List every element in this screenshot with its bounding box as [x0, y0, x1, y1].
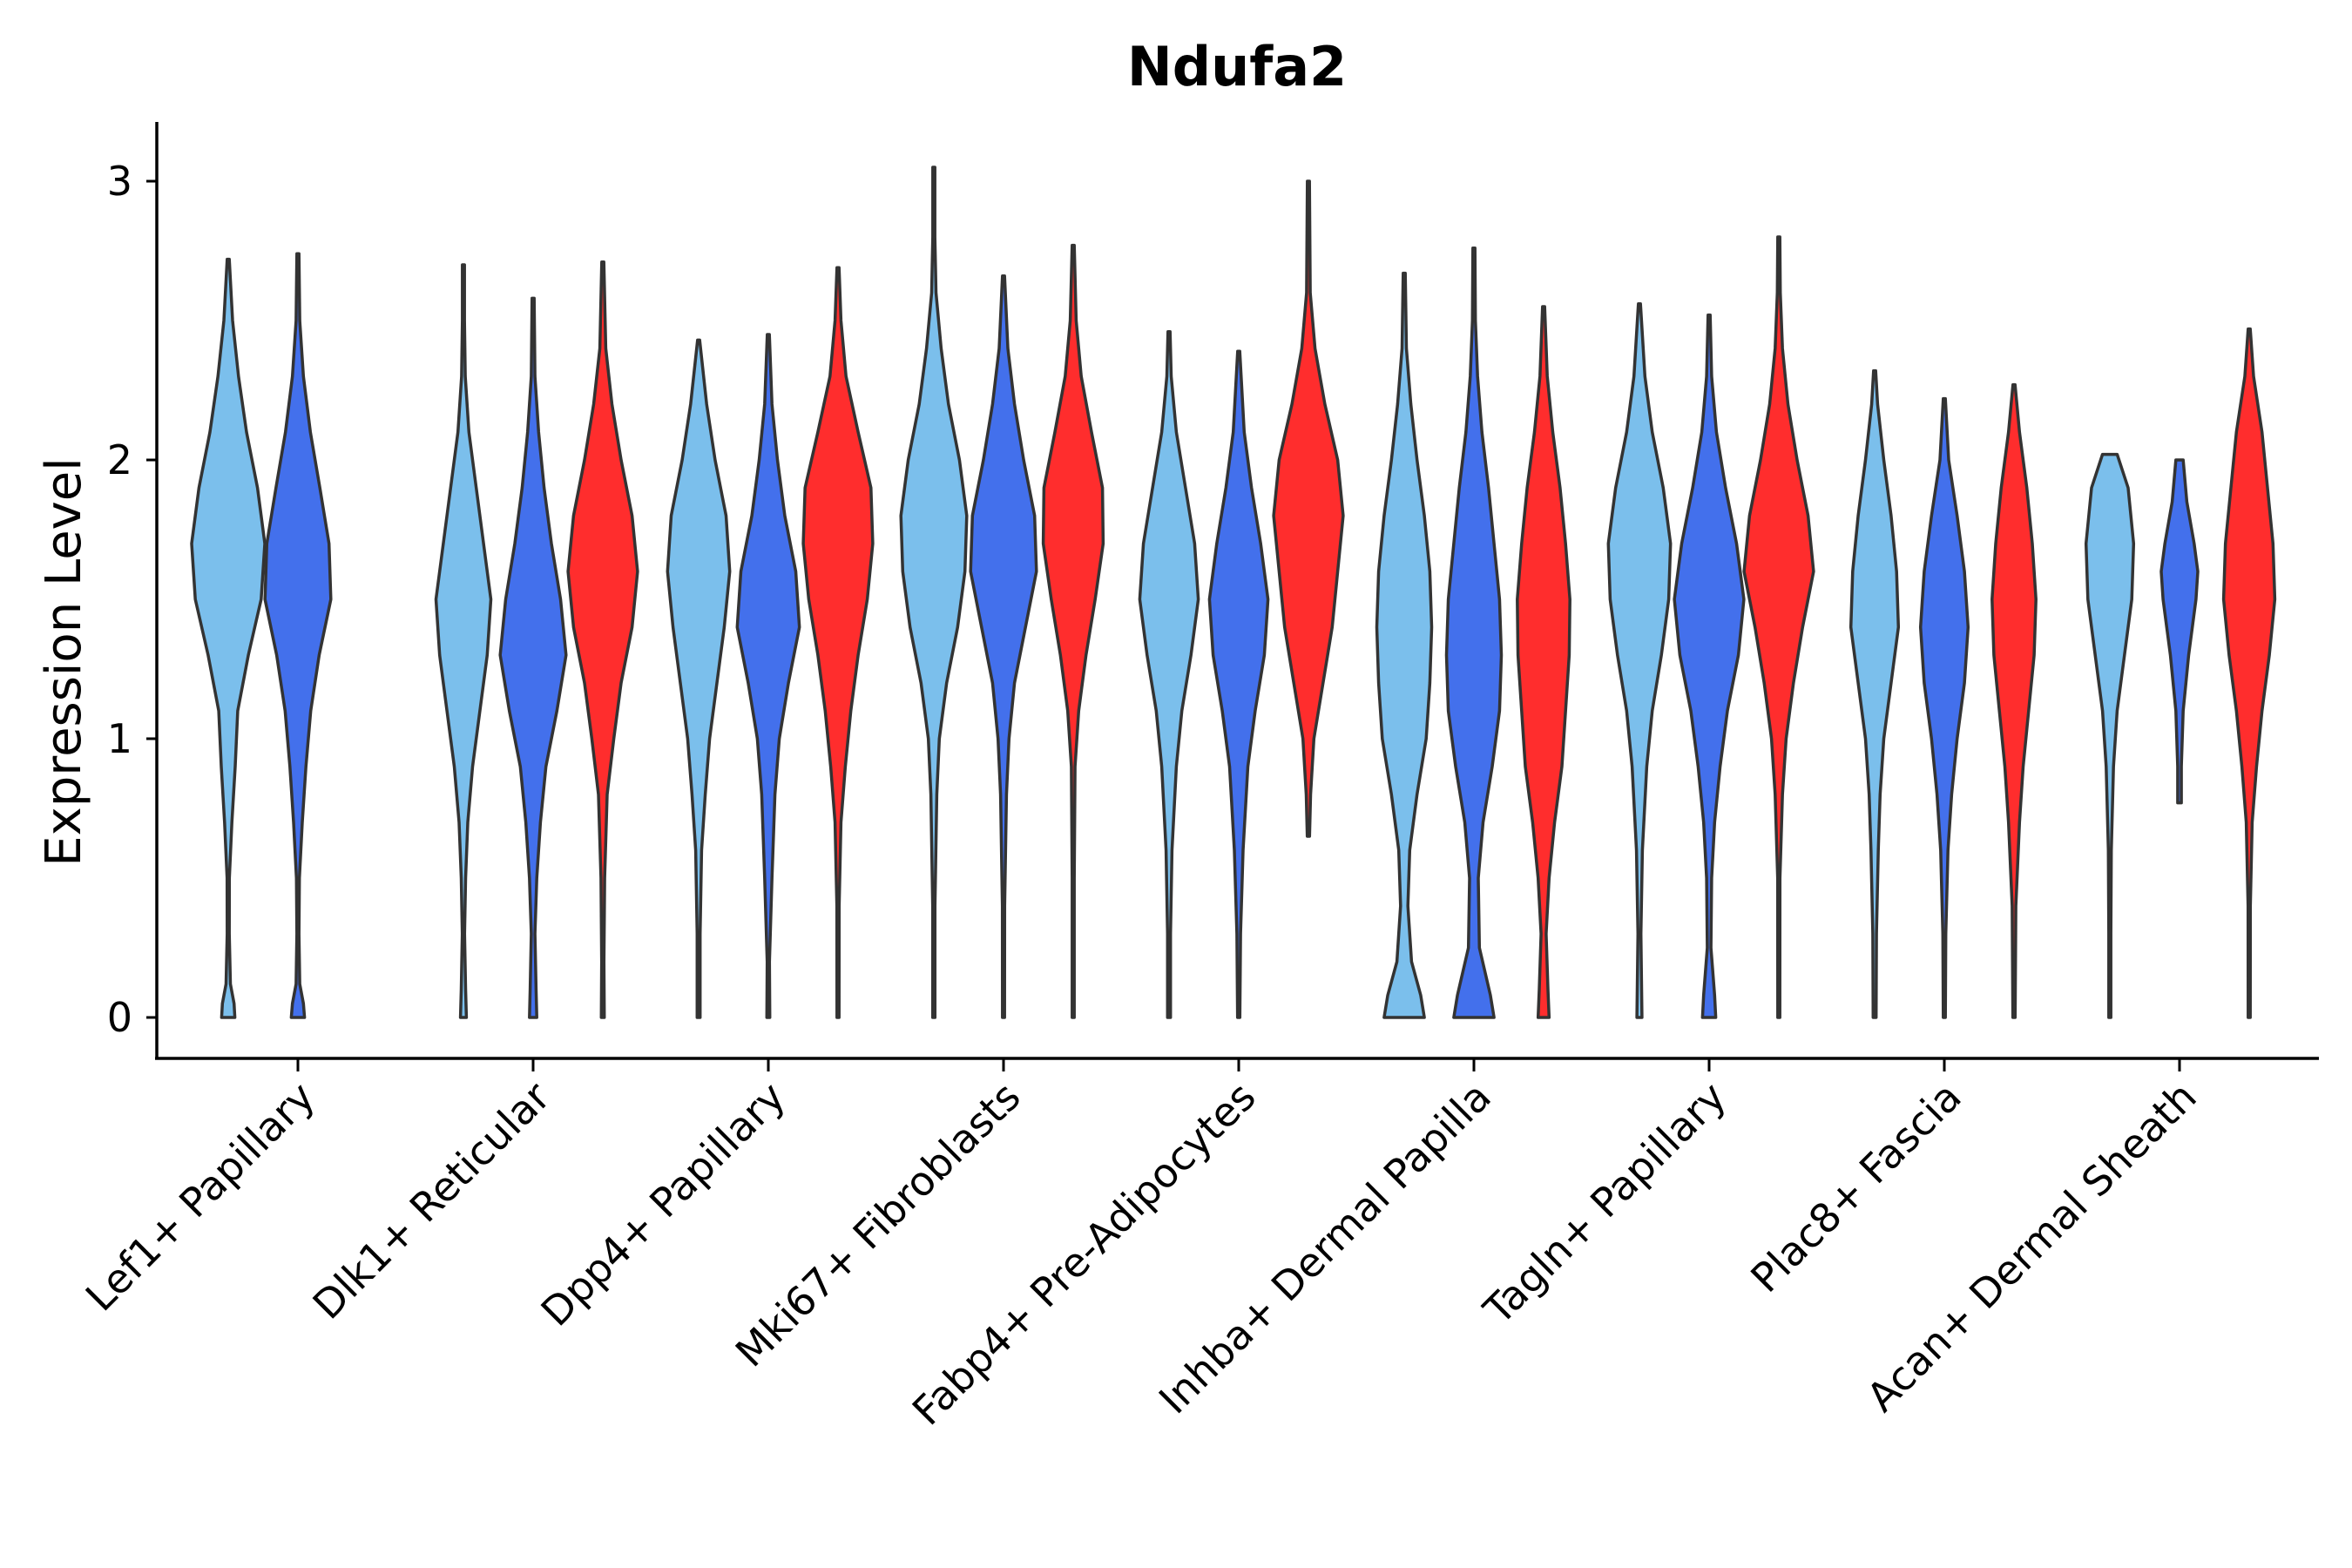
violin-shape: [434, 263, 493, 1019]
violin-shape: [1272, 179, 1345, 838]
y-axis-label: Expression Level: [36, 457, 92, 867]
y-ticks: 0 1 2 3: [107, 158, 157, 1041]
violins-layer: [190, 166, 2277, 1019]
violin-shape: [1848, 368, 1901, 1019]
violin-shape: [2159, 458, 2200, 805]
violin-shape: [2084, 452, 2136, 1019]
x-category-label: Plac8+ Fascia: [1741, 1073, 1970, 1301]
x-category-label: Lef1+ Papillary: [77, 1073, 324, 1321]
y-tick-label: 3: [107, 158, 132, 205]
violin-shape: [1673, 313, 1746, 1019]
y-tick-label: 1: [107, 715, 132, 762]
x-category-label: Dlk1+ Reticular: [304, 1073, 559, 1328]
x-category-label: Dpp4+ Papillary: [532, 1073, 794, 1335]
violin-shape: [1041, 243, 1105, 1019]
violin-shape: [899, 166, 969, 1019]
chart-title: Ndufa2: [1127, 35, 1347, 98]
violin-shape: [1138, 330, 1200, 1019]
violin-shape: [1742, 235, 1815, 1019]
violin-shape: [666, 338, 732, 1019]
y-tick-label: 0: [107, 994, 132, 1041]
violin-shape: [566, 260, 639, 1019]
violin-shape: [263, 252, 333, 1019]
violin-shape: [1375, 271, 1434, 1019]
violin-shape: [735, 333, 801, 1019]
violin-shape: [1606, 302, 1673, 1019]
violin-shape: [190, 257, 267, 1019]
violin-shape: [1207, 349, 1270, 1019]
violin-shape: [498, 296, 568, 1019]
violin-shape: [969, 274, 1038, 1019]
violin-shape: [1918, 396, 1970, 1019]
violin-shape: [1444, 247, 1504, 1019]
violin-shape: [801, 266, 875, 1019]
violin-shape: [2221, 327, 2277, 1019]
violin-shape: [1516, 305, 1571, 1019]
violin-shape: [1990, 382, 2038, 1019]
y-tick-label: 2: [107, 436, 132, 483]
x-category-label: Tagln+ Papillary: [1474, 1073, 1735, 1335]
